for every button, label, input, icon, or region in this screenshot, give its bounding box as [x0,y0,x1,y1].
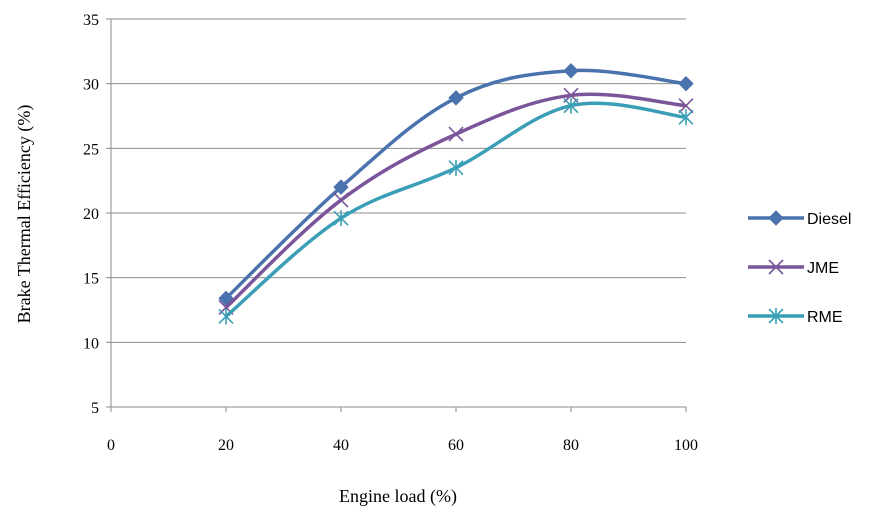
y-tick-label: 10 [83,335,99,352]
data-point-diesel [333,179,349,195]
legend-label: JME [807,260,839,277]
y-tick-label: 30 [83,77,99,94]
data-point-rme [333,210,349,227]
x-tick-label: 40 [333,437,349,454]
data-point-diesel [563,63,579,79]
y-tick-label: 15 [83,271,99,288]
data-point-jme [448,126,464,142]
legend-label: Diesel [807,211,851,228]
series-jme [218,87,694,315]
y-tick-label: 25 [83,141,99,158]
legend-marker [768,259,784,275]
legend-marker [768,210,784,226]
data-point-diesel [678,75,694,92]
y-tick-label: 35 [83,12,99,29]
x-tick-label: 80 [563,437,579,454]
data-point-rme [448,159,464,176]
y-axis-title: Brake Thermal Efficiency (%) [14,105,35,324]
legend-item-rme: RME [748,308,843,326]
legend-marker [768,308,784,324]
y-tick-label: 5 [91,400,99,417]
x-tick-label: 20 [218,437,234,454]
series-lines [218,63,694,325]
data-point-jme [678,98,694,114]
y-tick-label: 20 [83,206,99,223]
series-line-jme [224,92,687,309]
x-tick-label: 0 [107,437,115,454]
x-tick-label: 100 [674,437,698,454]
legend-item-jme: JME [748,259,839,277]
series-diesel [218,63,694,307]
data-point-jme [333,192,349,208]
gridlines [111,18,686,343]
data-point-diesel [448,90,464,106]
data-point-rme [678,109,694,126]
tick-labels: 5 10 15 20 25 30 35 0 20 40 60 80 100 [83,12,698,454]
legend: Diesel JME RME [748,210,851,326]
series-rme [218,97,694,325]
data-point-rme [218,308,234,325]
legend-label: RME [807,309,843,326]
legend-item-diesel: Diesel [748,210,851,228]
x-axis-title: Engine load (%) [339,486,457,507]
series-line-diesel [224,68,687,300]
x-tick-label: 60 [448,437,464,454]
data-point-rme [563,97,579,114]
